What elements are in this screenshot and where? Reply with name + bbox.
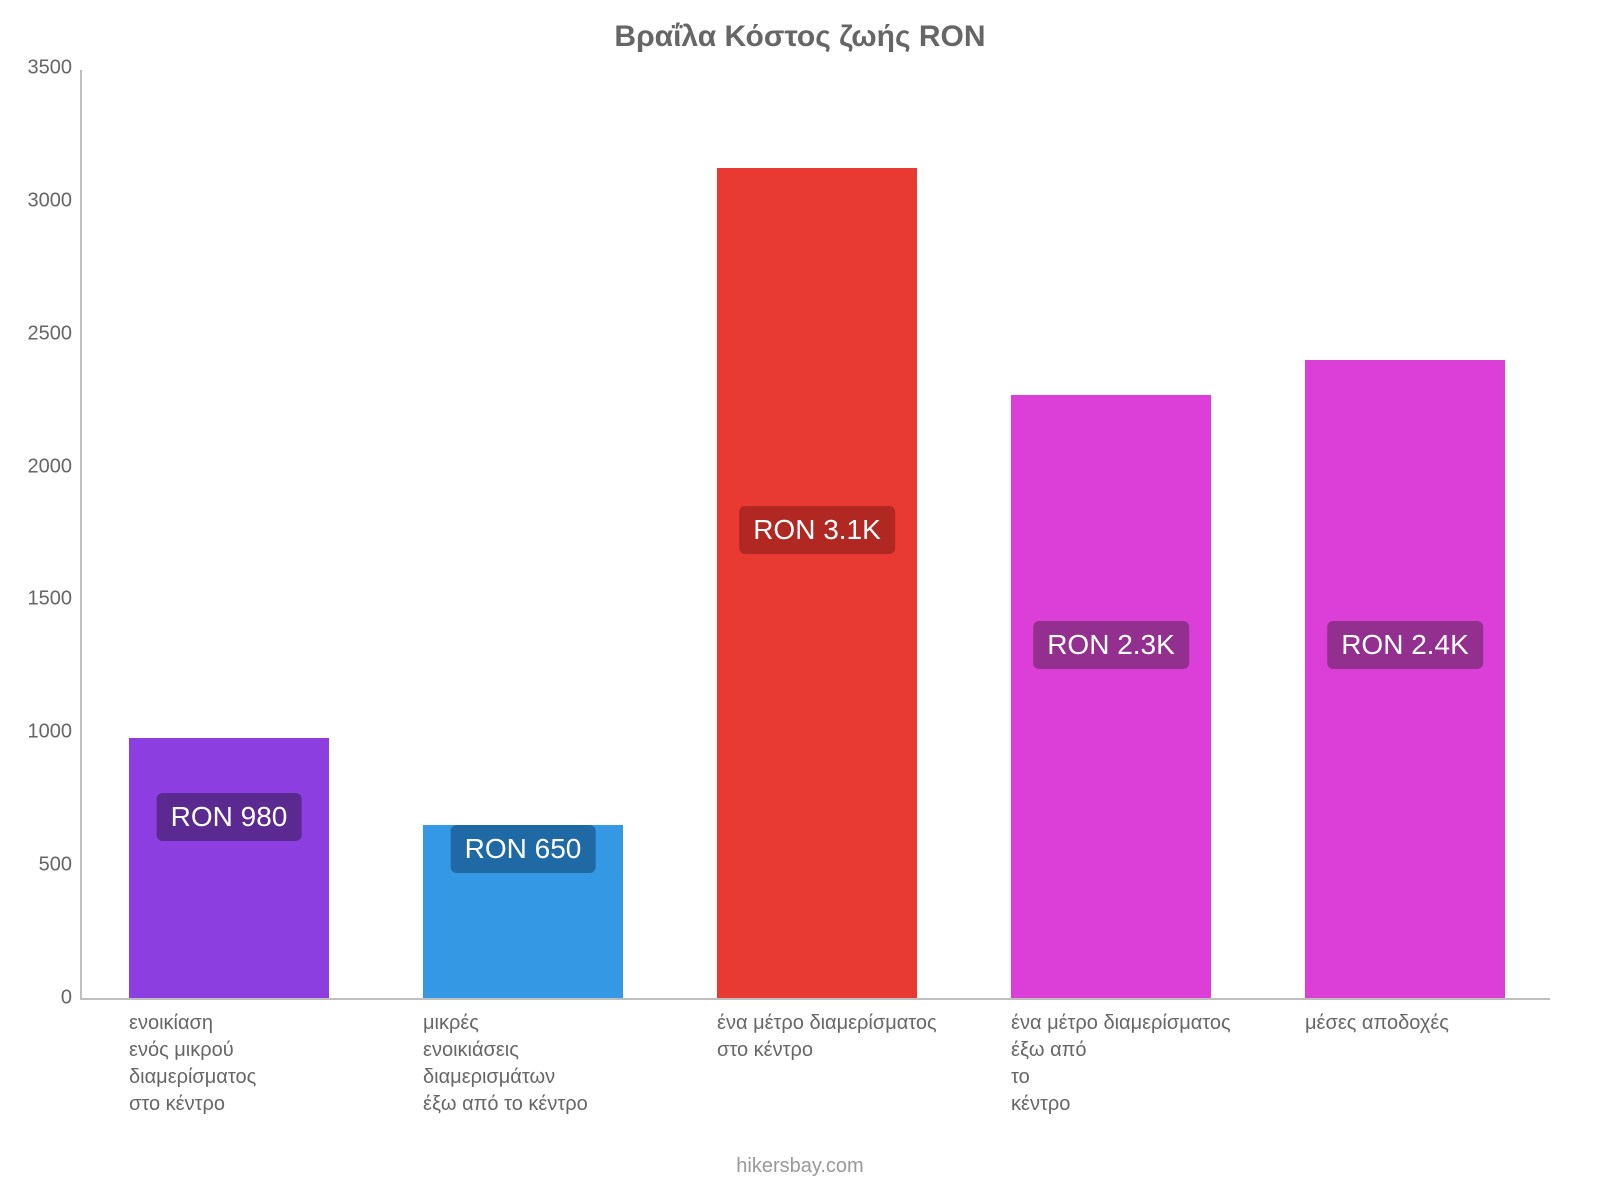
- chart-container: Βραΐλα Κόστος ζωής RON 05001000150020002…: [0, 0, 1600, 1200]
- bar-value-label: RON 3.1K: [739, 506, 895, 554]
- x-tick-label: ένα μέτρο διαμερίσματοςέξω απότοκέντρο: [1011, 998, 1290, 1118]
- y-tick-label: 1000: [28, 721, 83, 744]
- bar-value-label: RON 650: [451, 825, 596, 873]
- plot-area: 0500100015002000250030003500RON 980ενοικ…: [80, 70, 1550, 1000]
- bar: [129, 738, 329, 998]
- bar-value-label: RON 980: [157, 793, 302, 841]
- y-tick-label: 2000: [28, 455, 83, 478]
- bar-value-label: RON 2.3K: [1033, 621, 1189, 669]
- bar: [1011, 395, 1211, 998]
- x-tick-label: ενοικίασηενός μικρούδιαμερίσματοςστο κέν…: [129, 998, 408, 1118]
- bar: [717, 168, 917, 998]
- chart-footer: hikersbay.com: [0, 1155, 1600, 1178]
- x-tick-label: ένα μέτρο διαμερίσματοςστο κέντρο: [717, 998, 996, 1064]
- bar-value-label: RON 2.4K: [1327, 621, 1483, 669]
- y-tick-label: 3500: [28, 57, 83, 80]
- y-tick-label: 500: [39, 854, 82, 877]
- bar: [1305, 360, 1505, 998]
- chart-title: Βραΐλα Κόστος ζωής RON: [0, 20, 1600, 54]
- x-tick-label: μικρέςενοικιάσειςδιαμερισμάτωνέξω από το…: [423, 998, 702, 1118]
- y-tick-label: 3000: [28, 189, 83, 212]
- y-tick-label: 0: [61, 987, 82, 1010]
- y-tick-label: 1500: [28, 588, 83, 611]
- y-tick-label: 2500: [28, 322, 83, 345]
- x-tick-label: μέσες αποδοχές: [1305, 998, 1584, 1037]
